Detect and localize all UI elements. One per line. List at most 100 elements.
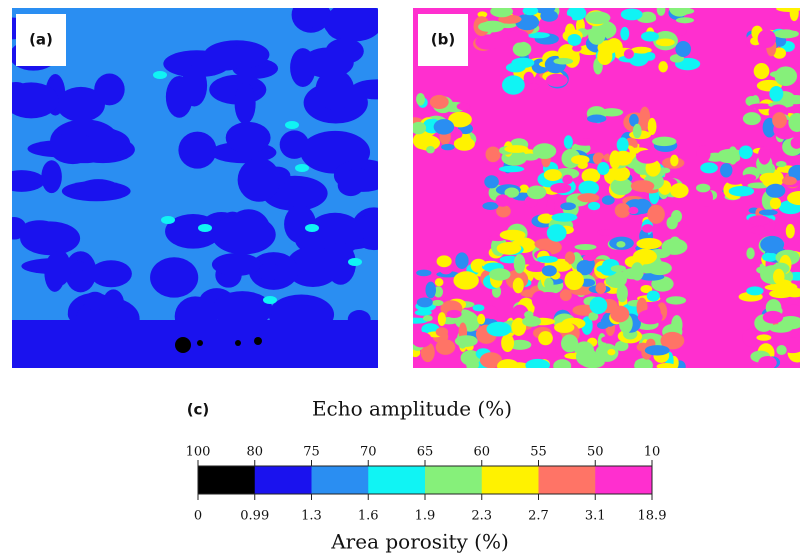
texture xyxy=(631,46,652,54)
texture xyxy=(562,174,573,185)
texture xyxy=(496,204,511,218)
texture xyxy=(567,33,582,46)
texture xyxy=(670,154,679,167)
texture xyxy=(102,289,125,319)
texture xyxy=(211,252,261,277)
texture xyxy=(508,339,532,350)
texture xyxy=(622,358,635,368)
texture xyxy=(621,268,644,280)
texture xyxy=(769,86,784,102)
texture xyxy=(700,188,713,207)
texture xyxy=(673,8,695,15)
texture xyxy=(588,26,606,45)
texture xyxy=(531,290,548,309)
texture xyxy=(454,335,478,347)
texture xyxy=(782,176,797,186)
texture xyxy=(644,52,656,61)
colorbar-segment xyxy=(481,466,539,494)
texture xyxy=(12,320,378,368)
texture xyxy=(670,183,689,199)
texture xyxy=(416,269,432,277)
texture xyxy=(746,286,764,296)
panel-b-image xyxy=(413,8,800,368)
texture xyxy=(165,214,222,249)
texture xyxy=(725,172,746,185)
top-label: 80 xyxy=(246,445,263,460)
texture xyxy=(44,253,66,292)
texture xyxy=(749,103,774,110)
colorbar-segment xyxy=(254,466,312,494)
texture xyxy=(757,29,776,48)
texture xyxy=(150,257,199,298)
texture xyxy=(720,163,733,178)
texture xyxy=(422,315,433,322)
texture xyxy=(455,252,469,269)
texture xyxy=(501,333,515,353)
texture xyxy=(647,204,665,224)
bottom-label: 1.6 xyxy=(358,509,379,524)
colorbar-segment xyxy=(311,466,369,494)
texture xyxy=(522,315,542,327)
texture xyxy=(597,162,610,175)
texture xyxy=(496,241,522,255)
texture xyxy=(585,11,611,25)
texture xyxy=(784,287,800,298)
texture xyxy=(326,8,378,42)
texture xyxy=(660,331,685,350)
colorbar-segment xyxy=(595,466,653,494)
texture xyxy=(620,26,630,41)
texture xyxy=(646,303,661,322)
texture xyxy=(477,11,488,18)
texture xyxy=(610,265,626,273)
texture xyxy=(639,11,656,23)
texture xyxy=(12,170,46,192)
texture xyxy=(545,73,568,87)
top-label: 55 xyxy=(530,445,547,460)
texture xyxy=(498,165,525,173)
texture xyxy=(560,334,579,353)
texture xyxy=(787,190,800,206)
texture xyxy=(558,15,573,24)
texture xyxy=(525,358,550,368)
texture xyxy=(416,297,433,308)
colorbar: 100 80 75 70 65 60 55 50 100 0.99 1.3 1.6 1.9 2.3 2.7 3… xyxy=(186,445,667,524)
texture xyxy=(675,17,695,24)
texture xyxy=(512,277,524,294)
texture xyxy=(576,259,593,276)
texture xyxy=(538,331,553,346)
texture xyxy=(551,212,578,222)
texture xyxy=(652,136,677,147)
texture xyxy=(581,316,593,335)
top-label: 50 xyxy=(587,445,604,460)
texture xyxy=(90,260,132,288)
texture xyxy=(776,344,787,356)
texture xyxy=(616,284,628,303)
texture xyxy=(544,277,554,290)
texture xyxy=(416,92,426,106)
texture xyxy=(778,315,800,330)
texture xyxy=(435,327,449,337)
texture xyxy=(425,281,436,299)
texture xyxy=(641,224,654,233)
texture xyxy=(636,237,662,250)
texture xyxy=(94,73,125,106)
colorbar-segment xyxy=(198,466,256,494)
texture xyxy=(772,47,787,59)
texture xyxy=(413,262,429,271)
texture xyxy=(263,296,277,304)
texture xyxy=(526,185,547,200)
texture xyxy=(588,312,599,321)
texture xyxy=(554,321,575,333)
texture xyxy=(420,342,435,363)
texture xyxy=(495,194,510,207)
bottom-label: 2.3 xyxy=(471,509,492,524)
texture xyxy=(532,143,557,159)
texture xyxy=(237,157,281,202)
texture xyxy=(741,174,757,182)
texture xyxy=(577,193,600,203)
texture xyxy=(515,14,540,31)
texture xyxy=(655,38,675,47)
texture xyxy=(628,206,639,215)
texture xyxy=(790,137,800,149)
texture xyxy=(614,203,631,218)
